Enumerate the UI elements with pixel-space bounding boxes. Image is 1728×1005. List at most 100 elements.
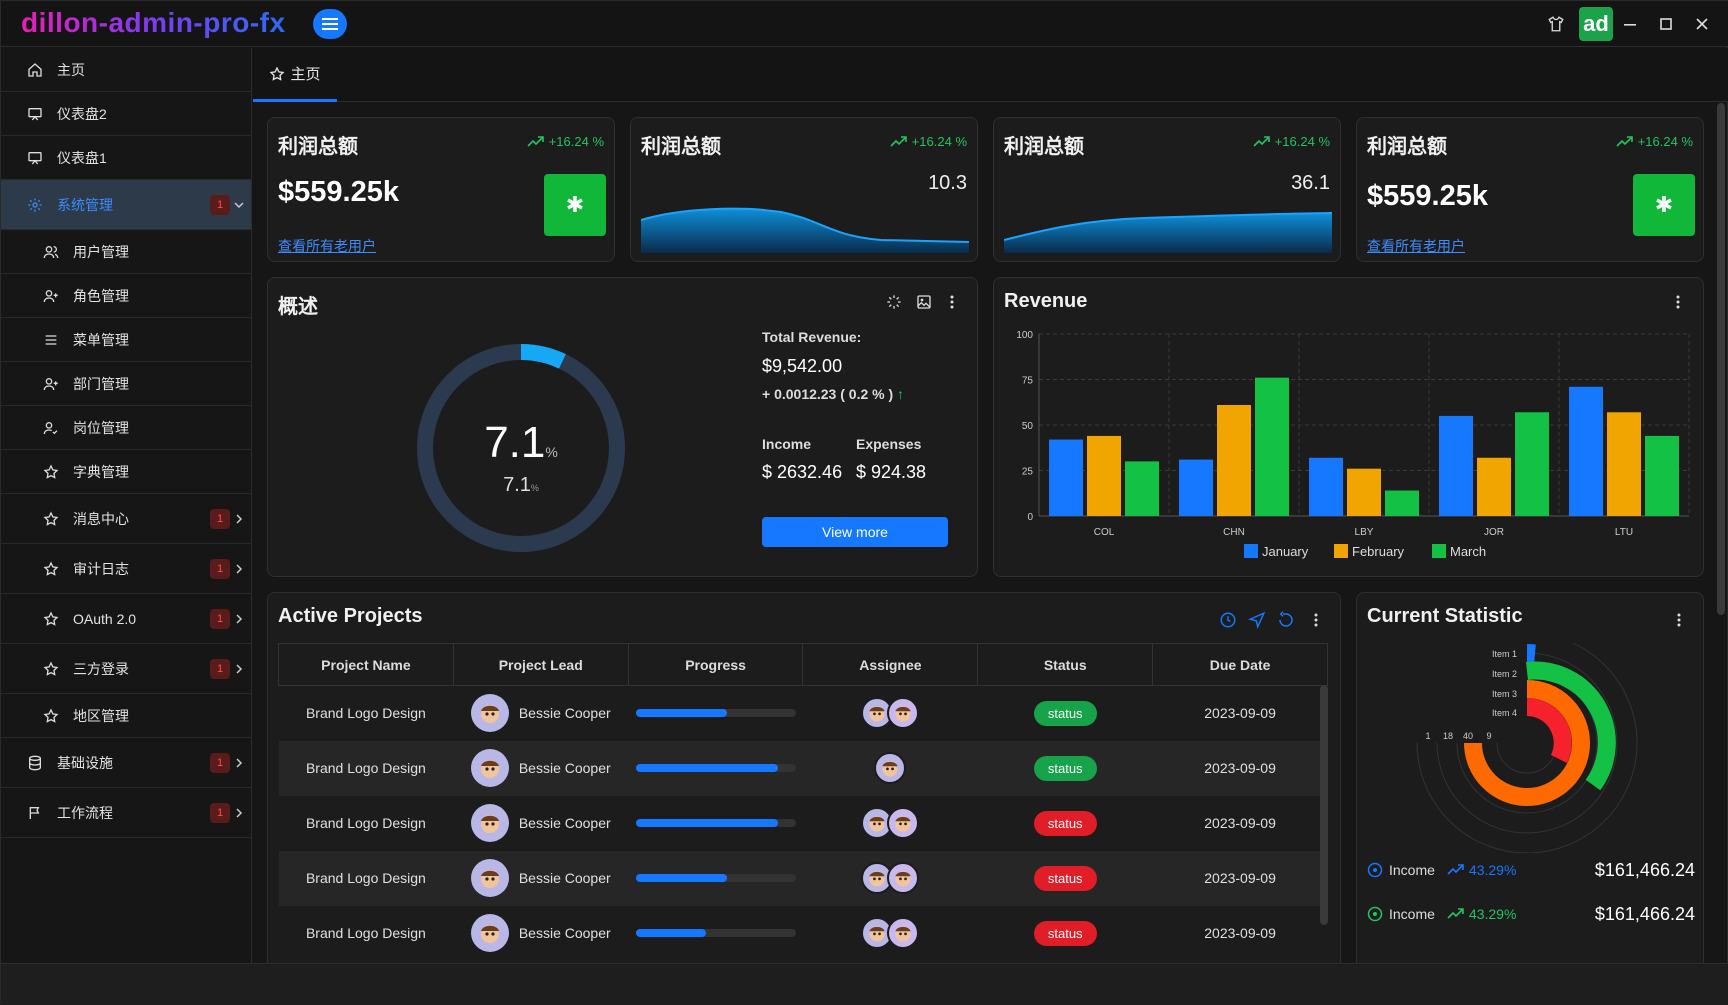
table-row[interactable]: Brand Logo Design Bessie Cooper status 2023… [278, 740, 1328, 796]
assignee-avatar[interactable] [887, 862, 920, 894]
table-scrollbar[interactable] [1320, 685, 1328, 925]
column-header[interactable]: Project Lead [452, 643, 629, 686]
project-lead-cell: Bessie Cooper [453, 796, 628, 851]
avatar [470, 694, 509, 733]
chevron-right-icon [236, 807, 243, 818]
sidebar-item-audit-log[interactable]: 审计日志 1 [1, 544, 251, 594]
trending-up-icon [1447, 908, 1464, 919]
more-vertical-icon[interactable] [1671, 612, 1687, 628]
status-badge[interactable]: status [1033, 755, 1097, 781]
more-vertical-icon[interactable] [1670, 294, 1686, 310]
dashboard-content: 利润总额 +16.24 % $559.25k ✱ 查看所有老用户 利润总额 +1… [253, 103, 1715, 963]
assignee-avatar[interactable] [887, 917, 920, 949]
sidebar-item-menus[interactable]: 菜单管理 [1, 318, 251, 362]
view-more-button[interactable]: View more [762, 517, 948, 547]
sidebar-item-users[interactable]: 用户管理 [1, 230, 251, 274]
chevron-right-icon [236, 513, 243, 524]
trending-up-icon [1447, 864, 1464, 875]
shirt-icon [1548, 16, 1564, 32]
notification-badge: 1 [210, 802, 230, 823]
stat-icon-box: ✱ [544, 174, 606, 236]
sidebar-item-label: 部门管理 [73, 375, 129, 392]
stat-trend: +16.24 % [527, 134, 604, 149]
chevron-right-icon [236, 563, 243, 574]
sidebar-item-departments[interactable]: 部门管理 [1, 362, 251, 406]
progress-bar [635, 819, 796, 827]
send-icon[interactable] [1248, 611, 1266, 629]
close-button[interactable] [1687, 9, 1717, 39]
assignee-avatar[interactable] [887, 697, 920, 730]
notification-badge: 1 [210, 752, 230, 773]
minimize-button[interactable] [1615, 9, 1645, 39]
progress-cell [628, 686, 803, 741]
theme-button[interactable] [1541, 9, 1571, 39]
sidebar-item-home[interactable]: 主页 [1, 48, 251, 92]
stat-title: 利润总额 [1004, 136, 1084, 158]
sidebar-item-regions[interactable]: 地区管理 [1, 694, 251, 738]
sidebar-item-dashboard1[interactable]: 仪表盘1 [1, 136, 251, 180]
table-row[interactable]: Brand Logo Design Bessie Cooper status 2023… [279, 906, 1328, 961]
status-badge[interactable]: status [1033, 700, 1097, 726]
sidebar-item-third-party-login[interactable]: 三方登录 1 [1, 644, 251, 694]
overview-ring [417, 344, 625, 552]
column-header[interactable]: Project Name [278, 643, 454, 686]
statistic-value: $161,466.24 [1594, 859, 1695, 880]
statistic-title: Current Statistic [1367, 605, 1523, 627]
sidebar-item-positions[interactable]: 岗位管理 [1, 406, 251, 450]
refresh-icon[interactable] [1277, 611, 1295, 629]
view-old-users-link[interactable]: 查看所有老用户 [1367, 238, 1465, 254]
sidebar-item-system[interactable]: 系统管理 1 [1, 180, 251, 230]
tab-home[interactable]: 主页 [253, 48, 337, 102]
bar-january-col [1049, 439, 1083, 516]
image-icon[interactable] [916, 294, 932, 310]
user-avatar[interactable]: ad [1579, 7, 1613, 41]
table-row[interactable]: Brand Logo Design Bessie Cooper status 2023… [279, 686, 1328, 741]
sidebar-item-dictionary[interactable]: 字典管理 [1, 450, 251, 494]
column-header[interactable]: Progress [627, 643, 804, 686]
column-header[interactable]: Assignee [802, 643, 979, 686]
notification-badge: 1 [210, 508, 230, 529]
progress-cell [628, 850, 803, 906]
chevron-right-icon [236, 663, 243, 674]
sidebar-item-workflow[interactable]: 工作流程 1 [1, 788, 251, 838]
bar-january-lby [1309, 457, 1343, 516]
sidebar-item-label: 用户管理 [73, 243, 129, 260]
sidebar-item-infrastructure[interactable]: 基础设施 1 [1, 738, 251, 788]
table-row[interactable]: Brand Logo Design Bessie Cooper status 2023… [278, 850, 1328, 906]
column-header[interactable]: Status [977, 643, 1154, 686]
maximize-button[interactable] [1651, 9, 1681, 39]
progress-fill [635, 929, 706, 937]
loader-icon[interactable] [886, 294, 902, 310]
sidebar-item-label: 主页 [57, 61, 85, 78]
sidebar-item-oauth[interactable]: OAuth 2.0 1 [1, 594, 251, 644]
bar-february-ltu [1607, 412, 1641, 516]
current-statistic-card: Current Statistic Item 1 Item 2 Item [1356, 592, 1704, 963]
table-row[interactable]: Brand Logo Design Bessie Cooper status 2023… [279, 796, 1328, 851]
sidebar-item-label: 工作流程 [57, 804, 113, 821]
menu-toggle-button[interactable] [313, 9, 347, 39]
sidebar-item-messages[interactable]: 消息中心 1 [1, 494, 251, 544]
assignee-avatar[interactable] [887, 807, 920, 839]
more-vertical-icon[interactable] [1308, 612, 1324, 628]
radial-axis-tick: 9 [1486, 731, 1491, 741]
status-badge[interactable]: status [1033, 865, 1097, 891]
clock-icon[interactable] [1219, 611, 1237, 629]
ring-progress-arc [417, 344, 625, 552]
status-badge[interactable]: status [1033, 920, 1097, 946]
notification-badge: 1 [210, 558, 230, 579]
legend-label: March [1450, 544, 1486, 559]
status-badge[interactable]: status [1033, 810, 1097, 836]
y-tick-label: 50 [1022, 421, 1034, 432]
sidebar-item-dashboard2[interactable]: 仪表盘2 [1, 92, 251, 136]
star-icon [41, 609, 61, 629]
sidebar-item-roles[interactable]: 角色管理 [1, 274, 251, 318]
tab-bar: 主页 [253, 48, 1728, 102]
status-bar [1, 963, 1728, 1005]
view-old-users-link[interactable]: 查看所有老用户 [278, 238, 376, 254]
main-scrollbar[interactable] [1717, 103, 1725, 615]
stat-title: 利润总额 [1367, 136, 1447, 158]
assignee-avatar[interactable] [874, 752, 907, 784]
column-header[interactable]: Due Date [1152, 643, 1328, 686]
more-vertical-icon[interactable] [944, 294, 960, 310]
